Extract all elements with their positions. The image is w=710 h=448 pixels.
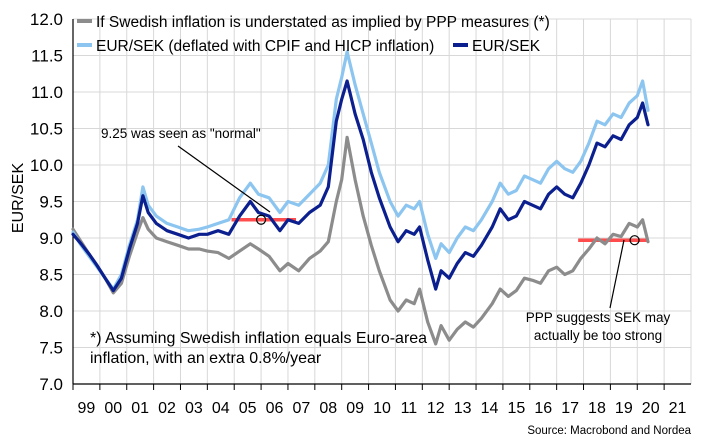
x-tick-label: 02	[158, 400, 176, 417]
x-tick-label: 18	[588, 400, 606, 417]
x-tick-label: 19	[615, 400, 633, 417]
x-tick-label: 13	[454, 400, 472, 417]
x-tick-labels: 99 00 01 02 03 04 05 06 07 08 09 10 11 12 13 14 15 16 17 18…	[78, 400, 687, 417]
legend-label-eursek: EUR/SEK	[472, 38, 541, 55]
x-tick-label: 03	[185, 400, 203, 417]
y-tick-label: 7.0	[39, 375, 63, 394]
x-tick-label: 14	[481, 400, 499, 417]
marker-circle-2	[629, 235, 640, 246]
legend-label-deflated: EUR/SEK (deflated with CPIF and HICP inf…	[96, 38, 434, 55]
markers	[255, 214, 640, 246]
y-axis-title: EUR/SEK	[10, 163, 27, 234]
x-tick-label: 06	[266, 400, 284, 417]
x-tick-label: 99	[78, 400, 96, 417]
x-tick-label: 01	[131, 400, 149, 417]
x-tick-label: 10	[373, 400, 391, 417]
marker-circle-1	[255, 214, 267, 225]
y-tick-label: 11.0	[31, 83, 63, 102]
y-tick-label: 8.0	[39, 302, 63, 321]
x-tick-label: 04	[212, 400, 230, 417]
series-line-ppp-adjusted	[71, 135, 650, 346]
y-tick-label: 10.5	[30, 120, 63, 139]
y-tick-labels: 12.0 11.5 11.0 10.5 10.0 9.5 9.0 8.5 8.0 7.5 7.0	[30, 10, 63, 394]
source-note: Source: Macrobond and Nordea	[527, 425, 691, 437]
y-tick-label: 10.0	[30, 156, 63, 175]
y-tick-label: 8.5	[39, 266, 63, 285]
annotation-ppp-text-line2: actually be too strong	[534, 328, 662, 343]
y-tick-label: 9.0	[39, 229, 63, 248]
x-tick-label: 09	[346, 400, 364, 417]
annotation-normal: 9.25 was seen as "normal"	[101, 126, 271, 213]
x-tick-label: 07	[292, 400, 310, 417]
x-tick-label: 15	[507, 400, 525, 417]
footnote-line1: *) Assuming Swedish inflation equals Eur…	[90, 330, 427, 347]
x-tick-label: 00	[104, 400, 122, 417]
series-line-eursek	[71, 79, 650, 293]
legend-label-ppp: If Swedish inflation is understated as i…	[96, 14, 550, 31]
annotation-ppp: PPP suggests SEK may actually be too str…	[526, 239, 671, 343]
series-line-deflated	[71, 50, 650, 291]
x-tick-label: 21	[669, 400, 687, 417]
x-tick-label: 12	[427, 400, 445, 417]
annotation-normal-pointer	[177, 145, 271, 213]
x-tick-label: 08	[319, 400, 337, 417]
annotation-ppp-text-line1: PPP suggests SEK may	[526, 310, 671, 325]
x-tick-label: 05	[239, 400, 257, 417]
x-tick-label: 16	[534, 400, 552, 417]
footnote-line2: inflation, with an extra 0.8%/year	[90, 350, 322, 367]
y-tick-label: 11.5	[31, 47, 63, 66]
x-tick-label: 17	[561, 400, 579, 417]
annotation-normal-text: 9.25 was seen as "normal"	[101, 126, 261, 141]
y-tick-label: 7.5	[39, 339, 63, 358]
reference-lines	[231, 218, 649, 242]
y-tick-label: 9.5	[39, 193, 63, 212]
y-tick-label: 12.0	[30, 10, 63, 29]
x-tick-label: 11	[401, 400, 418, 417]
footnote: *) Assuming Swedish inflation equals Eur…	[90, 330, 427, 367]
x-tick-label: 20	[642, 400, 660, 417]
series-lines	[71, 50, 650, 346]
legend: If Swedish inflation is understated as i…	[77, 14, 550, 55]
annotation-ppp-pointer	[609, 239, 625, 309]
